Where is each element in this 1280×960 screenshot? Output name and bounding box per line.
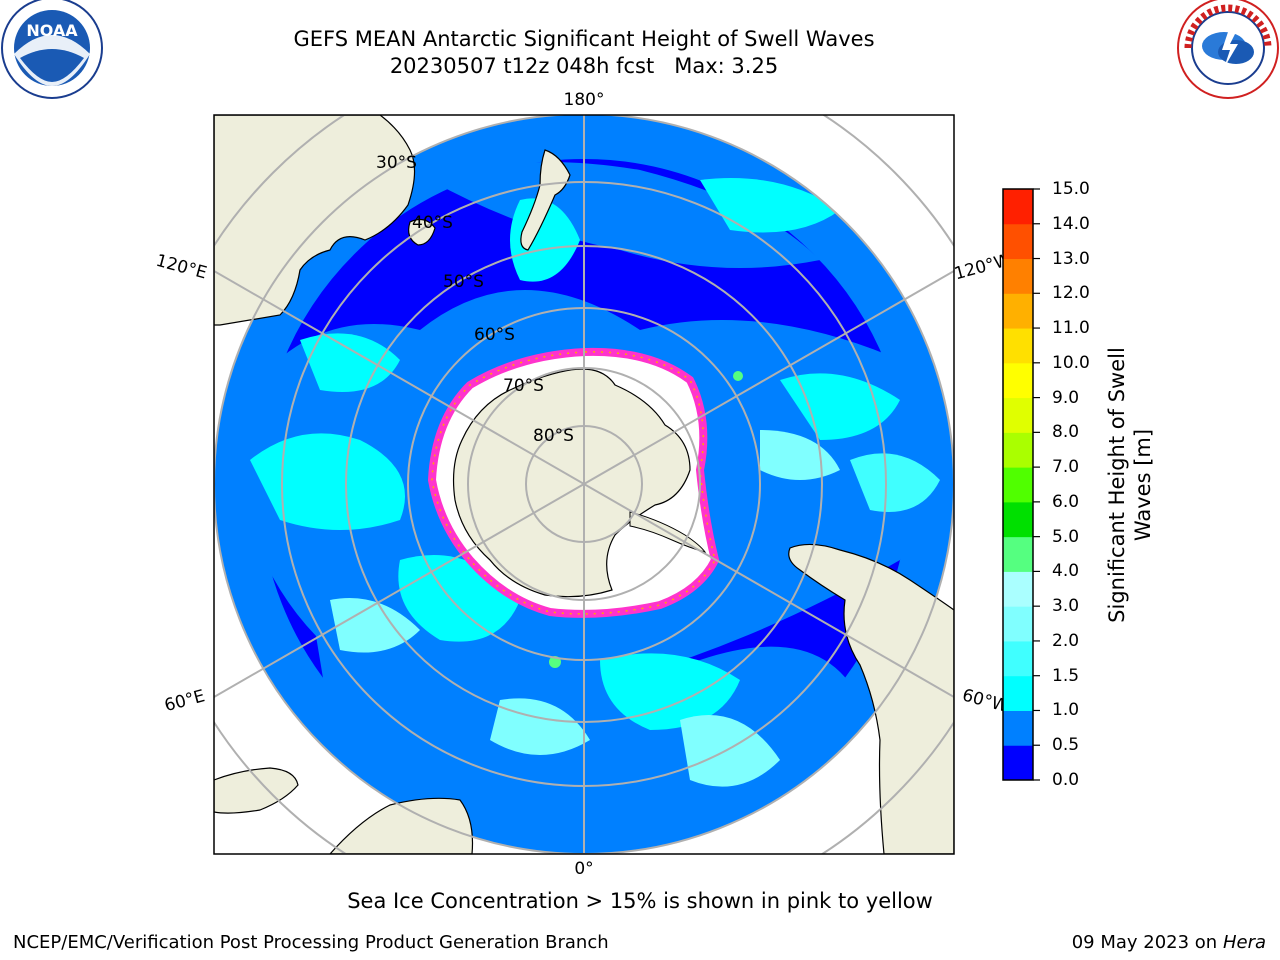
colorbar-segment (1003, 675, 1033, 711)
colorbar-tick-label: 1.5 (1052, 665, 1080, 686)
colorbar-tick-label: 7.0 (1052, 457, 1080, 478)
colorbar-segment (1003, 432, 1033, 468)
max-value: Max: 3.25 (674, 54, 779, 78)
colorbar-tick-label: 0.0 (1052, 770, 1080, 790)
title-line2: 20230507 t12z 048h fcst Max: 3.25 (184, 53, 984, 80)
colorbar-segment (1003, 501, 1033, 538)
lon-label-180: 180° (564, 90, 605, 110)
colorbar-segment (1003, 640, 1033, 677)
graticule (214, 115, 954, 854)
colorbar-segment (1003, 223, 1033, 260)
colorbar-tick-label: 2.0 (1052, 630, 1080, 651)
colorbar-tick-label: 11.0 (1052, 318, 1090, 339)
lat-label-50: 50°S (443, 272, 484, 292)
colorbar-tick-label: 1.0 (1052, 700, 1080, 721)
colorbar-tick-label: 4.0 (1052, 561, 1080, 582)
lon-label-0: 0° (574, 859, 593, 879)
lat-label-40: 40°S (412, 213, 453, 233)
colorbar-tick-label: 0.5 (1052, 735, 1080, 756)
forecast-time: 20230507 t12z 048h fcst (389, 54, 655, 78)
lat-label-30: 30°S (376, 153, 417, 173)
colorbar-segment (1003, 189, 1033, 225)
colorbar-label: Significant Height of Swell Waves [m] (1104, 325, 1156, 645)
title-line1: GEFS MEAN Antarctic Significant Height o… (293, 27, 875, 51)
footer-branch: NCEP/EMC/Verification Post Processing Pr… (13, 932, 609, 953)
colorbar-tick-label: 8.0 (1052, 422, 1080, 443)
lat-label-60: 60°S (474, 325, 515, 345)
colorbar-segment (1003, 710, 1033, 746)
colorbar-segment (1003, 536, 1033, 572)
colorbar-tick-label: 14.0 (1052, 213, 1090, 234)
lon-label-120e: 120°E (154, 251, 209, 284)
colorbar-segment (1003, 362, 1033, 399)
map-frame (213, 114, 955, 855)
colorbar-segment (1003, 293, 1033, 329)
noaa-logo-text: NOAA (26, 21, 78, 40)
antarctica (452, 368, 691, 598)
colorbar (1002, 188, 1040, 781)
colorbar-segment (1003, 328, 1033, 364)
madagascar (214, 767, 299, 814)
colorbar-tick-label: 13.0 (1052, 248, 1090, 269)
colorbar-label-line1: Significant Height of Swell (1105, 347, 1129, 623)
colorbar-segment (1003, 467, 1033, 503)
footer-date-text: 09 May 2023 on (1071, 932, 1218, 953)
sea-ice-caption: Sea Ice Concentration > 15% is shown in … (347, 889, 933, 913)
colorbar-segment (1003, 745, 1033, 781)
colorbar-segment (1003, 258, 1033, 294)
colorbar-segment (1003, 397, 1033, 433)
lat-label-70: 70°S (503, 376, 544, 396)
colorbar-segment (1003, 571, 1033, 607)
colorbar-tick-label: 15.0 (1052, 179, 1090, 199)
footer-machine: Hera (1222, 932, 1266, 953)
noaa-logo: NOAA (1, 0, 103, 99)
lat-label-80: 80°S (533, 426, 574, 446)
africa (329, 797, 474, 854)
colorbar-border (1002, 188, 1034, 781)
lon-label-60e: 60°E (162, 686, 207, 716)
colorbar-label-line2: Waves [m] (1131, 428, 1155, 542)
colorbar-tick-label: 12.0 (1052, 283, 1090, 304)
footer-date: 09 May 2023 on Hera (1072, 932, 1266, 953)
australia (214, 115, 416, 326)
colorbar-segment (1003, 606, 1033, 642)
latitude-labels: 30°S 40°S 50°S 60°S 70°S 80°S (376, 153, 574, 446)
chart-title: GEFS MEAN Antarctic Significant Height o… (184, 26, 984, 80)
colorbar-tick-label: 10.0 (1052, 352, 1090, 373)
colorbar-tick-label: 5.0 (1052, 526, 1080, 547)
colorbar-tick-label: 3.0 (1052, 596, 1080, 617)
colorbar-tick-label: 6.0 (1052, 491, 1080, 512)
colorbar-tick-label: 9.0 (1052, 387, 1080, 408)
nws-logo (1177, 0, 1279, 99)
